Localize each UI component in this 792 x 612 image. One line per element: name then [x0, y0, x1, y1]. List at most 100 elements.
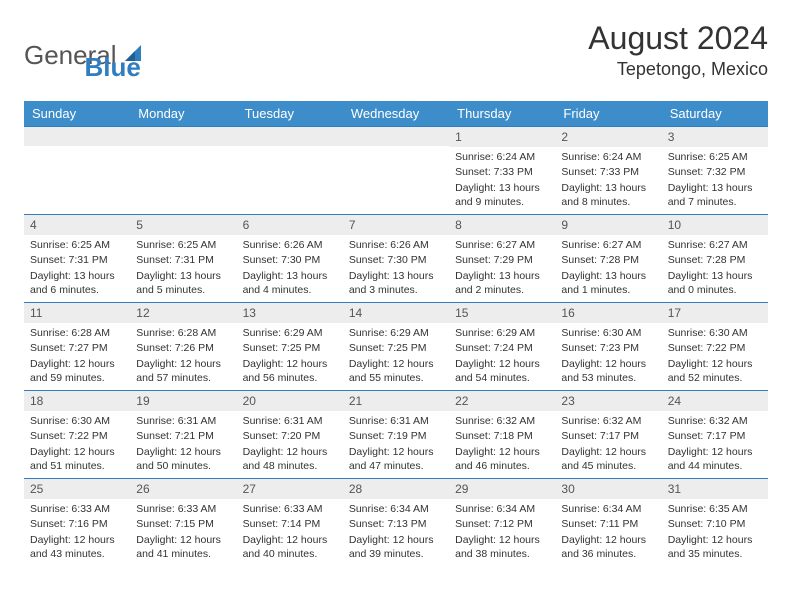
- day-number: 20: [237, 391, 343, 411]
- logo-text-2: Blue: [85, 52, 141, 83]
- sunrise-line: Sunrise: 6:35 AM: [668, 502, 762, 516]
- sunrise-line: Sunrise: 6:32 AM: [561, 414, 655, 428]
- day-number: 11: [24, 303, 130, 323]
- day-number-empty: [237, 127, 343, 146]
- calendar-row: 18Sunrise: 6:30 AMSunset: 7:22 PMDayligh…: [24, 391, 768, 479]
- sunrise-line: Sunrise: 6:33 AM: [30, 502, 124, 516]
- daylight-line: Daylight: 12 hours and 53 minutes.: [561, 357, 655, 385]
- day-number: 19: [130, 391, 236, 411]
- cell-body: Sunrise: 6:27 AMSunset: 7:28 PMDaylight:…: [662, 235, 768, 302]
- cell-body: Sunrise: 6:33 AMSunset: 7:14 PMDaylight:…: [237, 499, 343, 566]
- daylight-line: Daylight: 13 hours and 6 minutes.: [30, 269, 124, 297]
- sunset-line: Sunset: 7:27 PM: [30, 341, 124, 355]
- daylight-line: Daylight: 12 hours and 48 minutes.: [243, 445, 337, 473]
- sunset-line: Sunset: 7:22 PM: [30, 429, 124, 443]
- calendar-cell: 2Sunrise: 6:24 AMSunset: 7:33 PMDaylight…: [555, 127, 661, 215]
- cell-body: Sunrise: 6:30 AMSunset: 7:22 PMDaylight:…: [24, 411, 130, 478]
- day-number: 9: [555, 215, 661, 235]
- sunset-line: Sunset: 7:12 PM: [455, 517, 549, 531]
- daylight-line: Daylight: 12 hours and 41 minutes.: [136, 533, 230, 561]
- daylight-line: Daylight: 12 hours and 59 minutes.: [30, 357, 124, 385]
- sunrise-line: Sunrise: 6:24 AM: [561, 150, 655, 164]
- day-header: Sunday: [24, 101, 130, 127]
- calendar-cell: 17Sunrise: 6:30 AMSunset: 7:22 PMDayligh…: [662, 303, 768, 391]
- sunset-line: Sunset: 7:29 PM: [455, 253, 549, 267]
- day-number: 5: [130, 215, 236, 235]
- day-header-row: SundayMondayTuesdayWednesdayThursdayFrid…: [24, 101, 768, 127]
- cell-body: Sunrise: 6:31 AMSunset: 7:20 PM Daylight:…: [237, 411, 343, 478]
- sunrise-line: Sunrise: 6:28 AM: [30, 326, 124, 340]
- sunset-line: Sunset: 7:15 PM: [136, 517, 230, 531]
- sunset-line: Sunset: 7:25 PM: [243, 341, 337, 355]
- daylight-line: Daylight: 13 hours and 7 minutes.: [668, 181, 762, 209]
- day-header: Saturday: [662, 101, 768, 127]
- cell-body: Sunrise: 6:27 AMSunset: 7:29 PMDaylight:…: [449, 235, 555, 302]
- calendar-body: 1Sunrise: 6:24 AMSunset: 7:33 PMDaylight…: [24, 127, 768, 567]
- sunset-line: Sunset: 7:30 PM: [243, 253, 337, 267]
- sunrise-line: Sunrise: 6:34 AM: [349, 502, 443, 516]
- calendar-cell: 14Sunrise: 6:29 AMSunset: 7:25 PMDayligh…: [343, 303, 449, 391]
- sunrise-line: Sunrise: 6:27 AM: [668, 238, 762, 252]
- calendar-cell: 15Sunrise: 6:29 AMSunset: 7:24 PMDayligh…: [449, 303, 555, 391]
- day-number: 17: [662, 303, 768, 323]
- day-number: 26: [130, 479, 236, 499]
- calendar-row: 11Sunrise: 6:28 AMSunset: 7:27 PMDayligh…: [24, 303, 768, 391]
- sunset-line: Sunset: 7:20 PM: [243, 429, 337, 443]
- calendar-cell: 3Sunrise: 6:25 AMSunset: 7:32 PMDaylight…: [662, 127, 768, 215]
- sunrise-line: Sunrise: 6:31 AM: [243, 414, 337, 428]
- sunset-line: Sunset: 7:25 PM: [349, 341, 443, 355]
- sunset-line: Sunset: 7:33 PM: [455, 165, 549, 179]
- cell-body: Sunrise: 6:34 AMSunset: 7:13 PMDaylight:…: [343, 499, 449, 566]
- calendar-cell: 18Sunrise: 6:30 AMSunset: 7:22 PMDayligh…: [24, 391, 130, 479]
- sunrise-line: Sunrise: 6:26 AM: [243, 238, 337, 252]
- day-number: 25: [24, 479, 130, 499]
- page-title: August 2024: [588, 20, 768, 57]
- day-number: 4: [24, 215, 130, 235]
- cell-body: Sunrise: 6:28 AMSunset: 7:27 PM Daylight:…: [24, 323, 130, 390]
- daylight-line: Daylight: 12 hours and 51 minutes.: [30, 445, 124, 473]
- cell-body: Sunrise: 6:31 AMSunset: 7:21 PMDaylight:…: [130, 411, 236, 478]
- daylight-line: Daylight: 12 hours and 55 minutes.: [349, 357, 443, 385]
- cell-body: Sunrise: 6:25 AMSunset: 7:31 PMDaylight:…: [24, 235, 130, 302]
- calendar-cell: 7Sunrise: 6:26 AMSunset: 7:30 PMDaylight…: [343, 215, 449, 303]
- sunrise-line: Sunrise: 6:30 AM: [668, 326, 762, 340]
- calendar-cell: 26 Sunrise: 6:33 AMSunset: 7:15 PM Dayligh…: [130, 479, 236, 567]
- calendar-cell: 6Sunrise: 6:26 AMSunset: 7:30 PMDaylight…: [237, 215, 343, 303]
- sunrise-line: Sunrise: 6:34 AM: [455, 502, 549, 516]
- daylight-line: Daylight: 12 hours and 38 minutes.: [455, 533, 549, 561]
- sunset-line: Sunset: 7:13 PM: [349, 517, 443, 531]
- calendar-cell: 13Sunrise: 6:29 AMSunset: 7:25 PMDayligh…: [237, 303, 343, 391]
- sunrise-line: Sunrise: 6:34 AM: [561, 502, 655, 516]
- calendar-table: SundayMondayTuesdayWednesdayThursdayFrid…: [24, 101, 768, 567]
- cell-body: Sunrise: 6:34 AMSunset: 7:11 PMDaylight:…: [555, 499, 661, 566]
- day-number: 21: [343, 391, 449, 411]
- calendar-cell: [237, 127, 343, 215]
- cell-body: Sunrise: 6:24 AMSunset: 7:33 PMDaylight:…: [555, 147, 661, 214]
- calendar-cell: 30Sunrise: 6:34 AMSunset: 7:11 PMDayligh…: [555, 479, 661, 567]
- sunrise-line: Sunrise: 6:33 AM: [136, 502, 230, 516]
- calendar-cell: 24Sunrise: 6:32 AMSunset: 7:17 PMDayligh…: [662, 391, 768, 479]
- daylight-line: Daylight: 12 hours and 44 minutes.: [668, 445, 762, 473]
- cell-body: Sunrise: 6:29 AMSunset: 7:25 PMDaylight:…: [237, 323, 343, 390]
- day-number: 14: [343, 303, 449, 323]
- day-number: 27: [237, 479, 343, 499]
- sunrise-line: Sunrise: 6:27 AM: [455, 238, 549, 252]
- calendar-row: 1Sunrise: 6:24 AMSunset: 7:33 PMDaylight…: [24, 127, 768, 215]
- calendar-cell: [130, 127, 236, 215]
- day-header: Friday: [555, 101, 661, 127]
- daylight-line: Daylight: 12 hours and 40 minutes.: [243, 533, 337, 561]
- calendar-cell: 29Sunrise: 6:34 AMSunset: 7:12 PMDayligh…: [449, 479, 555, 567]
- calendar-cell: 12Sunrise: 6:28 AMSunset: 7:26 PMDayligh…: [130, 303, 236, 391]
- sunset-line: Sunset: 7:14 PM: [243, 517, 337, 531]
- day-number: 22: [449, 391, 555, 411]
- sunrise-line: Sunrise: 6:25 AM: [668, 150, 762, 164]
- sunset-line: Sunset: 7:16 PM: [30, 517, 124, 531]
- sunset-line: Sunset: 7:17 PM: [561, 429, 655, 443]
- daylight-line: Daylight: 12 hours and 50 minutes.: [136, 445, 230, 473]
- daylight-line: Daylight: 12 hours and 43 minutes.: [30, 533, 124, 561]
- daylight-line: Daylight: 12 hours and 35 minutes.: [668, 533, 762, 561]
- sunrise-line: Sunrise: 6:28 AM: [136, 326, 230, 340]
- day-number-empty: [24, 127, 130, 146]
- calendar-cell: [24, 127, 130, 215]
- sunrise-line: Sunrise: 6:29 AM: [243, 326, 337, 340]
